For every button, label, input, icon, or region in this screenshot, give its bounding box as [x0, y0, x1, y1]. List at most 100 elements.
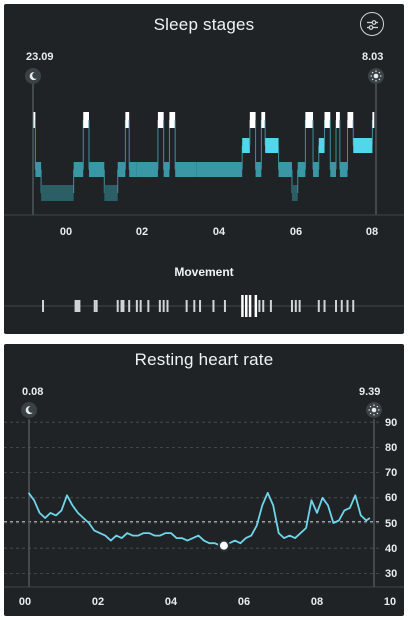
sliders-glyph — [367, 20, 378, 30]
sleep-segment-light — [175, 162, 197, 177]
sun-icon — [366, 402, 382, 418]
movement-event-tick — [193, 300, 196, 312]
hr-y-tick-90: 90 — [385, 417, 398, 429]
sleep-segment-light — [136, 162, 158, 177]
movement-event-tick — [346, 300, 349, 312]
movement-event-tick — [199, 300, 202, 312]
movement-event-tick — [258, 300, 261, 312]
sleep-segment-deep — [104, 185, 118, 201]
movement-event-tick — [298, 300, 301, 312]
movement-event-tick — [294, 300, 297, 312]
sleep-stages-title: Sleep stages — [153, 15, 255, 34]
heart-rate-min-marker — [217, 539, 230, 552]
movement-event-tick — [269, 300, 272, 312]
movement-event-tick — [42, 300, 45, 312]
hr-y-tick-30: 30 — [385, 568, 398, 580]
movement-event-tick — [158, 300, 161, 312]
movement-event-tick — [352, 300, 355, 312]
movement-event-tick — [262, 300, 265, 312]
sleep-x-tick-02: 02 — [135, 226, 149, 238]
movement-event-tick — [254, 295, 258, 317]
sleep-segment-awake — [261, 112, 266, 128]
sleep-segment-light — [163, 162, 170, 177]
movement-event-tick — [162, 300, 165, 312]
sleep-segment-light — [330, 162, 337, 177]
movement-event-tick — [128, 300, 131, 312]
movement-event-tick — [166, 300, 169, 312]
sleep-segment-light — [129, 162, 137, 177]
movement-event-tick — [76, 300, 79, 312]
sleep-segment-light — [339, 162, 348, 177]
movement-event-tick — [340, 300, 343, 312]
sleep-segment-light — [88, 162, 105, 177]
heart-rate-series-line — [27, 491, 371, 547]
movement-event-tick — [93, 300, 96, 312]
sleep-end-time: 8.03 — [362, 51, 384, 63]
heart-rate-chart — [4, 419, 404, 588]
sleep-segment-deep — [291, 185, 298, 201]
movement-event-tick — [122, 300, 125, 312]
movement-event-tick — [147, 300, 150, 312]
sleep-x-tick-08: 08 — [365, 226, 379, 238]
hr-y-tick-40: 40 — [385, 543, 398, 555]
sleep-segment-awake — [324, 112, 331, 128]
sleep-segment-rem — [242, 138, 250, 153]
movement-event-tick — [290, 300, 293, 312]
movement-event-tick — [223, 300, 226, 312]
sleep-segment-rem — [318, 138, 325, 153]
movement-event-tick — [317, 300, 320, 312]
movement-event-tick — [116, 300, 119, 312]
sliders-icon[interactable] — [360, 12, 384, 36]
resting-heart-rate-panel: Resting heart rate 0.08 9.39 90 80 70 60… — [4, 344, 404, 616]
sleep-segment-rem — [353, 138, 373, 153]
sleep-segment-light — [196, 162, 243, 177]
hr-x-tick-02: 02 — [91, 596, 105, 608]
sleep-segment-awake — [336, 112, 340, 128]
movement-event-tick — [135, 300, 138, 312]
sleep-x-tick-06: 06 — [289, 226, 303, 238]
movement-event-tick — [248, 295, 252, 317]
movement-event-tick — [335, 300, 338, 312]
movement-title: Movement — [174, 265, 234, 279]
hr-x-tick-00: 00 — [18, 596, 32, 608]
sleep-segment-awake — [33, 112, 36, 128]
hr-y-tick-70: 70 — [385, 467, 398, 479]
hr-y-tick-80: 80 — [385, 442, 398, 454]
hr-y-tick-60: 60 — [385, 492, 398, 504]
sleep-segment-awake — [372, 112, 375, 128]
sleep-segment-awake — [125, 112, 130, 128]
sleep-segment-light — [35, 162, 42, 177]
sleep-segment-deep — [41, 185, 74, 201]
sleep-segment-awake — [305, 112, 314, 128]
sleep-segment-light — [73, 162, 84, 177]
sleep-segment-awake — [249, 112, 256, 128]
sun-icon — [368, 68, 384, 84]
hr-x-tick-08: 08 — [310, 596, 324, 608]
sleep-start-time: 23.09 — [26, 51, 54, 63]
movement-event-tick — [241, 295, 244, 317]
hr-x-tick-10: 10 — [383, 596, 397, 608]
hr-x-tick-04: 04 — [164, 596, 178, 608]
sleep-segment-light — [313, 162, 319, 177]
movement-event-tick — [139, 300, 142, 312]
sleep-segment-awake — [169, 112, 176, 128]
movement-event-tick — [120, 300, 123, 312]
sleep-x-tick-00: 00 — [59, 226, 73, 238]
hr-x-tick-06: 06 — [237, 596, 251, 608]
movement-event-tick — [78, 300, 81, 312]
heart-end-time: 9.39 — [359, 386, 381, 398]
sleep-stages-panel: Sleep stages 23.09 8.03 00 — [4, 4, 404, 334]
heart-start-time: 0.08 — [22, 386, 44, 398]
sleep-stages-chart — [4, 84, 404, 317]
sleep-segment-rem — [265, 138, 279, 153]
movement-event-tick — [245, 295, 248, 317]
movement-event-tick — [323, 300, 326, 312]
sleep-segment-awake — [83, 112, 89, 128]
moon-icon — [21, 402, 37, 418]
sleep-segment-awake — [157, 112, 164, 128]
hr-y-tick-50: 50 — [385, 518, 398, 530]
sleep-segment-light — [117, 162, 126, 177]
movement-event-tick — [185, 300, 188, 312]
movement-event-tick — [95, 300, 98, 312]
sleep-segment-awake — [347, 112, 354, 128]
